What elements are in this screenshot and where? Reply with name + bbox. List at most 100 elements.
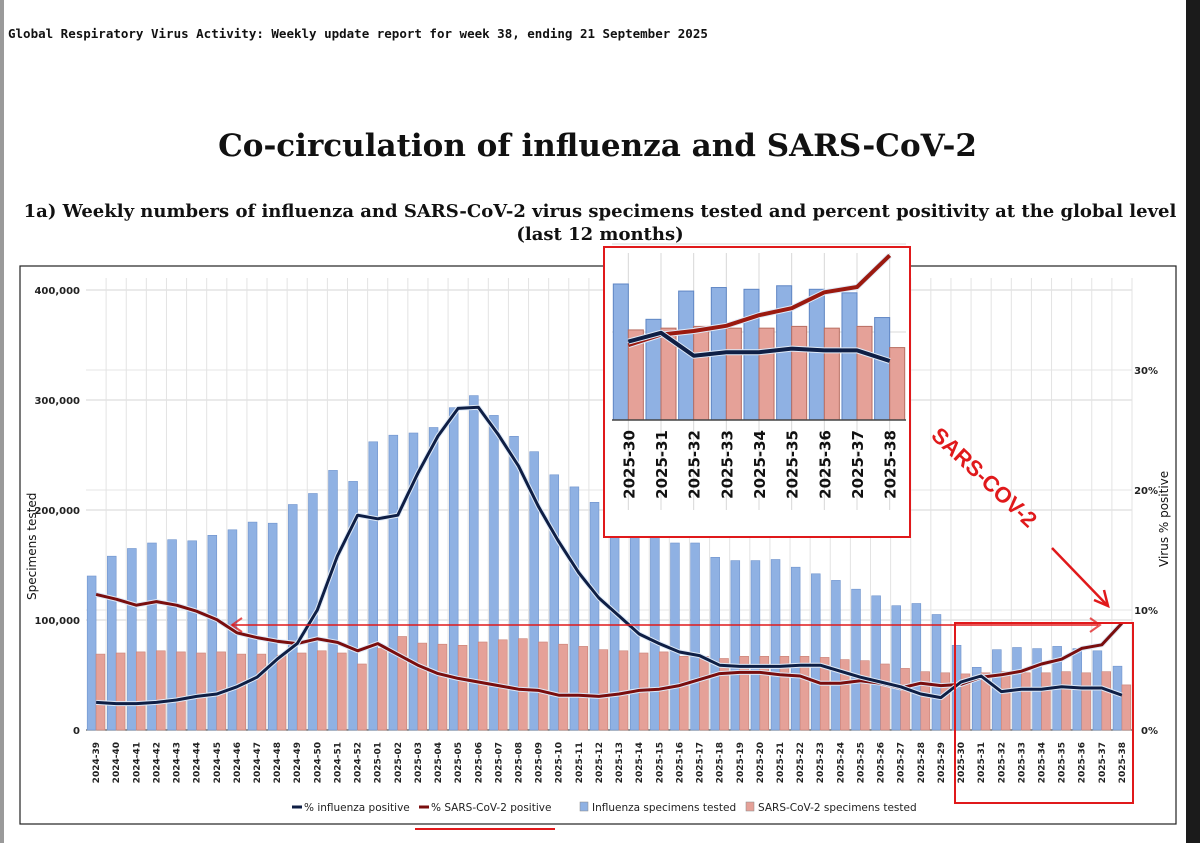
x-tick-label: 2024-49: [293, 742, 303, 783]
x-tick-label: 2024-43: [173, 742, 183, 783]
x-tick-label: 2025-01: [374, 742, 384, 783]
influenza-specimens-bar: [1112, 665, 1123, 731]
influenza-specimens-bar: [247, 521, 258, 731]
sars-cov-2-specimens-bar: [759, 655, 770, 731]
inset-x-tick-label: 2025-36: [816, 430, 834, 499]
sars-cov-2-specimens-bar: [477, 641, 488, 731]
report-header: Global Respiratory Virus Activity: Weekl…: [8, 26, 708, 41]
sars-cov-2-specimens-bar: [1081, 672, 1091, 731]
x-tick-label: 2024-51: [333, 742, 343, 783]
influenza-specimens-bar: [589, 501, 600, 731]
inset-x-tick-label: 2025-31: [653, 430, 671, 499]
influenza-specimens-bar: [851, 588, 861, 731]
x-tick-label: 2025-38: [1118, 742, 1128, 783]
influenza-specimens-bar: [288, 504, 298, 731]
x-tick-label: 2025-13: [615, 742, 625, 783]
sars-cov-2-specimens-bar: [840, 659, 850, 731]
x-tick-label: 2025-07: [494, 742, 504, 783]
inset-influenza-bar: [874, 317, 891, 421]
influenza-specimens-bar: [368, 441, 378, 731]
x-tick-label: 2024-47: [253, 742, 263, 783]
sars-cov-2-specimens-bar: [699, 655, 709, 731]
inset-sars-cov-2-line: [627, 253, 892, 348]
x-tick-label: 2024-45: [213, 742, 223, 783]
influenza-specimens-bar: [187, 540, 197, 731]
x-tick-label: 2024-46: [233, 742, 243, 783]
influenza-specimens-bar: [831, 580, 841, 731]
influenza-specimens-bar: [328, 470, 338, 731]
influenza-specimens-bar: [267, 522, 278, 731]
influenza-specimens-bar: [750, 560, 761, 731]
sars-cov-2-specimens-bar: [980, 672, 991, 731]
y-tick-label: 200,000: [34, 506, 80, 517]
x-tick-label: 2025-26: [877, 742, 887, 783]
influenza-specimens-bar: [891, 605, 901, 731]
sars-cov-2-specimens-bar: [860, 660, 870, 731]
y-tick-label: 400,000: [34, 286, 80, 297]
influenza-specimens-bar: [167, 539, 177, 731]
subtitle-line-1: 1a) Weekly numbers of influenza and SARS…: [23, 201, 1177, 222]
x-tick-label: 2025-18: [716, 742, 726, 783]
inset-x-tick-label: 2025-37: [849, 430, 867, 499]
inset-x-tick-label: 2025-33: [718, 430, 736, 499]
sars-cov-2-specimens-bar: [417, 642, 428, 731]
influenza-specimens-bar: [609, 512, 620, 731]
influenza-specimens-bar: [650, 533, 660, 731]
sars-cov-2-specimens-bar: [1021, 672, 1031, 731]
sars-cov-2-specimens-bar: [679, 655, 689, 731]
legend-label: % SARS-CoV-2 positive: [431, 802, 551, 814]
influenza-specimens-bar: [811, 573, 821, 731]
inset-sars-cov-2-bar: [823, 327, 840, 421]
x-tick-label: 2025-28: [917, 742, 927, 783]
category-labels: 2024-39 2024-40 2024-41 2024-42 2024-43 2024-…: [92, 742, 1128, 783]
x-tick-label: 2025-15: [655, 742, 665, 783]
x-tick-label: 2025-16: [675, 742, 685, 783]
left-arrowhead: [230, 617, 243, 633]
inset-sars-cov-2-bar: [693, 325, 710, 421]
sars-cov-2-specimens-bar: [95, 653, 106, 731]
influenza-specimens-bar: [790, 566, 801, 731]
sars-cov-2-specimens-bar: [115, 652, 126, 731]
x-tick-label: 2024-41: [132, 742, 142, 783]
x-tick-label: 2024-40: [112, 742, 122, 783]
sars-cov-2-specimens-bar: [337, 652, 347, 731]
x-tick-label: 2024-50: [313, 742, 323, 783]
inset-x-tick-label: 2025-38: [882, 430, 900, 499]
x-tick-label: 2025-24: [836, 742, 846, 783]
influenza-specimens-bar: [529, 451, 539, 731]
y2-tick-label: 30%: [1134, 366, 1158, 377]
x-tick-label: 2025-34: [1037, 742, 1047, 783]
y-tick-label: 0: [73, 726, 80, 737]
influenza-specimens-bar: [408, 432, 419, 731]
x-tick-label: 2025-04: [434, 742, 444, 783]
x-tick-label: 2025-06: [474, 742, 484, 783]
x-tick-label: 2025-32: [997, 742, 1007, 783]
x-tick-label: 2024-44: [193, 742, 203, 783]
inset-frame: [603, 246, 911, 538]
x-tick-label: 2025-33: [1017, 742, 1027, 783]
sars-cov-2-specimens-bar: [176, 651, 186, 731]
x-tick-label: 2025-27: [897, 742, 907, 783]
sars-cov-2-specimens-bar: [1041, 672, 1051, 731]
x-tick-label: 2025-08: [514, 742, 524, 783]
influenza-specimens-bar: [690, 542, 700, 731]
influenza-specimens-bar: [670, 542, 680, 731]
x-tick-label: 2025-36: [1078, 742, 1088, 783]
x-tick-label: 2025-10: [555, 742, 565, 783]
sars-cov-2-specimens-bar: [377, 648, 387, 731]
influenza-specimens-bar: [911, 603, 922, 731]
sars-cov-2-specimens-bar: [719, 658, 729, 731]
sars-cov-2-specimens-bar: [276, 654, 287, 731]
inset-sars-cov-2-bar: [725, 327, 742, 421]
sars-cov-2-specimens-bar: [437, 643, 448, 731]
x-tick-label: 2025-02: [394, 742, 404, 783]
page-title: Co-circulation of influenza and SARS-CoV…: [218, 128, 977, 164]
sars-cov-2-specimens-bar: [457, 644, 468, 731]
influenza-specimens-bar: [86, 575, 97, 731]
sars-cov-2-specimens-bar: [1061, 671, 1071, 731]
x-tick-label: 2025-35: [1058, 742, 1068, 783]
inset-x-tick-label: 2025-34: [751, 430, 769, 499]
x-tick-label: 2025-30: [957, 742, 967, 783]
x-tick-label: 2025-05: [454, 742, 464, 783]
bars: [86, 395, 1132, 731]
